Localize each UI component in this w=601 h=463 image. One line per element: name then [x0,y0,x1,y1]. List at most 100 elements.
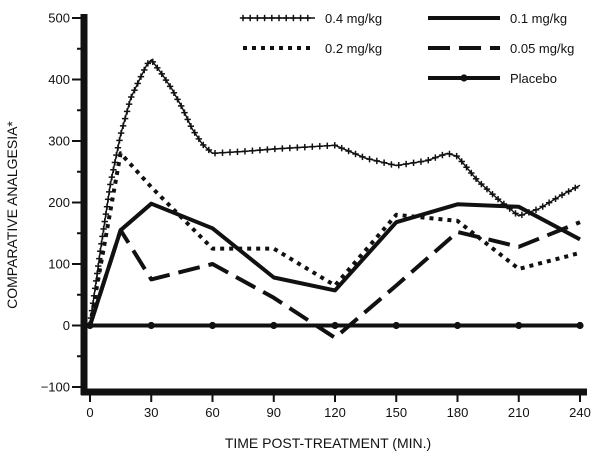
series-0-4-mg-kg-marker [211,149,219,157]
series-0-4-mg-kg-marker [359,153,366,161]
legend-item-0-2-mg-kg-label: 0.2 mg/kg [325,41,382,56]
series-0-4-mg-kg-marker [123,108,131,115]
series-0-4-mg-kg-marker [338,144,345,152]
series-0-4-mg-kg-marker [195,135,203,143]
x-tick-label: 90 [267,405,281,420]
legend-item-0-4-mg-kg-marker [239,14,247,22]
series-0-4-mg-kg-marker [158,70,165,78]
x-tick-label: 240 [569,405,591,420]
series-0-4-mg-kg-marker [558,191,566,199]
series-0-4-mg-kg-marker [494,195,502,203]
series-0-4-mg-kg-marker [162,76,170,84]
series-0-4-mg-kg-marker [417,158,425,165]
axes: −100 0 100 200 300 400 500 0 30 60 90 120 150 180 210 2… [41,11,591,421]
series-placebo-marker [576,321,584,330]
legend-item-placebo: Placebo [428,71,557,86]
series-0-4-mg-kg-marker [144,60,152,67]
series-0-4-mg-kg-marker [117,129,125,137]
series-0-4-mg-kg-marker [114,144,122,151]
series-0-4-mg-kg-marker [128,93,135,101]
series-0-4-mg-kg-marker [154,64,161,72]
series-0-4-mg-kg-marker [170,89,178,96]
series-0-4-mg-kg-marker [301,143,309,151]
series-layer [86,58,584,340]
series-placebo-marker [392,321,400,330]
series-0-4-mg-kg-marker [110,166,117,173]
series-0-4-mg-kg-marker [226,149,234,156]
series-0-4-mg-kg-marker [249,147,256,154]
series-0-4-mg-kg-marker [131,87,138,94]
series-0-4-mg-kg-marker [518,211,526,219]
series-0-4-mg-kg-marker [331,142,338,149]
x-tick-label: 210 [508,405,530,420]
series-0-4-mg-kg-marker [439,151,446,159]
series-0-4-mg-kg-marker [106,188,113,196]
y-tick-label: 200 [48,195,70,210]
series-0-4-mg-kg-marker [286,144,294,152]
series-placebo-marker [147,321,155,330]
legend-item-0-4-mg-kg-marker [268,14,275,22]
legend-item-0-05-mg-kg: 0.05 mg/kg [428,41,574,56]
y-tick-label: 400 [48,72,70,87]
series-placebo-marker [208,321,217,330]
series-0-4-mg-kg-marker [446,150,453,158]
series-0-4-mg-kg-marker [472,175,480,182]
series-0-4-mg-kg-marker [107,181,114,188]
series-placebo [86,321,584,330]
series-0-4-mg-kg-marker [373,157,381,165]
legend-item-0-4-mg-kg-marker [283,14,290,22]
series-0-4-mg-kg-marker [483,185,491,193]
series-0-4-mg-kg-marker [116,137,123,144]
series-0-4-mg-kg-marker [489,190,496,198]
x-tick-label: 30 [144,405,158,420]
series-0-4-mg-kg-marker [366,155,373,163]
series-0-4-mg-kg [86,58,581,329]
x-tick-label: 0 [86,405,93,420]
series-0-4-mg-kg-marker [279,145,286,152]
x-tick-label: 120 [324,405,346,420]
series-0-4-mg-kg-marker [134,80,141,87]
y-tick-label: 0 [63,318,70,333]
series-0-1-mg-kg [88,201,581,327]
legend-item-0-4-mg-kg-marker [290,14,297,22]
series-0-4-mg-kg-marker [324,142,331,149]
series-0-4-mg-kg-marker [96,255,103,262]
series-0-4-mg-kg-marker [200,141,207,149]
legend-item-placebo-label: Placebo [510,71,557,86]
series-0-4-mg-kg-marker [101,218,108,225]
series-0-4-mg-kg-marker [271,145,279,153]
series-0-4-mg-kg-marker [425,156,432,164]
x-tick-label: 180 [447,405,469,420]
series-0-4-mg-kg-marker [174,96,181,103]
series-0-1-mg-kg-line [88,201,581,327]
y-tick-label: 100 [48,257,70,272]
series-0-4-mg-kg-marker [380,159,388,166]
series-0-4-mg-kg-marker [187,123,195,130]
legend-item-0-05-mg-kg-label: 0.05 mg/kg [510,41,574,56]
series-0-4-mg-kg-marker [512,210,519,217]
series-0-4-mg-kg-marker [539,203,546,210]
series-0-4-mg-kg-marker [532,206,540,213]
series-0-05-mg-kg-line [88,220,581,340]
series-0-4-mg-kg-marker [181,109,188,116]
series-0-4-mg-kg-marker [294,144,301,151]
series-0-4-mg-kg-marker [141,66,148,74]
x-tick-label: 60 [205,405,219,420]
series-0-4-mg-kg-marker [410,159,417,167]
series-0-4-mg-kg-marker [149,58,156,66]
legend-item-0-4-mg-kg-marker [304,14,311,22]
series-0-4-mg-kg-marker [432,154,439,161]
series-0-4-mg-kg-marker [402,160,410,168]
legend-item-0-4-mg-kg-label: 0.4 mg/kg [325,11,382,26]
series-0-4-mg-kg-marker [125,100,133,108]
series-0-4-mg-kg-marker [137,73,145,80]
y-tick-label: 300 [48,134,70,149]
series-0-4-mg-kg-marker [352,150,359,158]
series-0-4-mg-kg-marker [184,116,191,123]
series-placebo-marker [453,321,462,330]
legend-item-0-4-mg-kg-marker [254,14,261,22]
series-0-4-mg-kg-marker [256,146,264,154]
series-0-4-mg-kg-marker [166,83,174,90]
